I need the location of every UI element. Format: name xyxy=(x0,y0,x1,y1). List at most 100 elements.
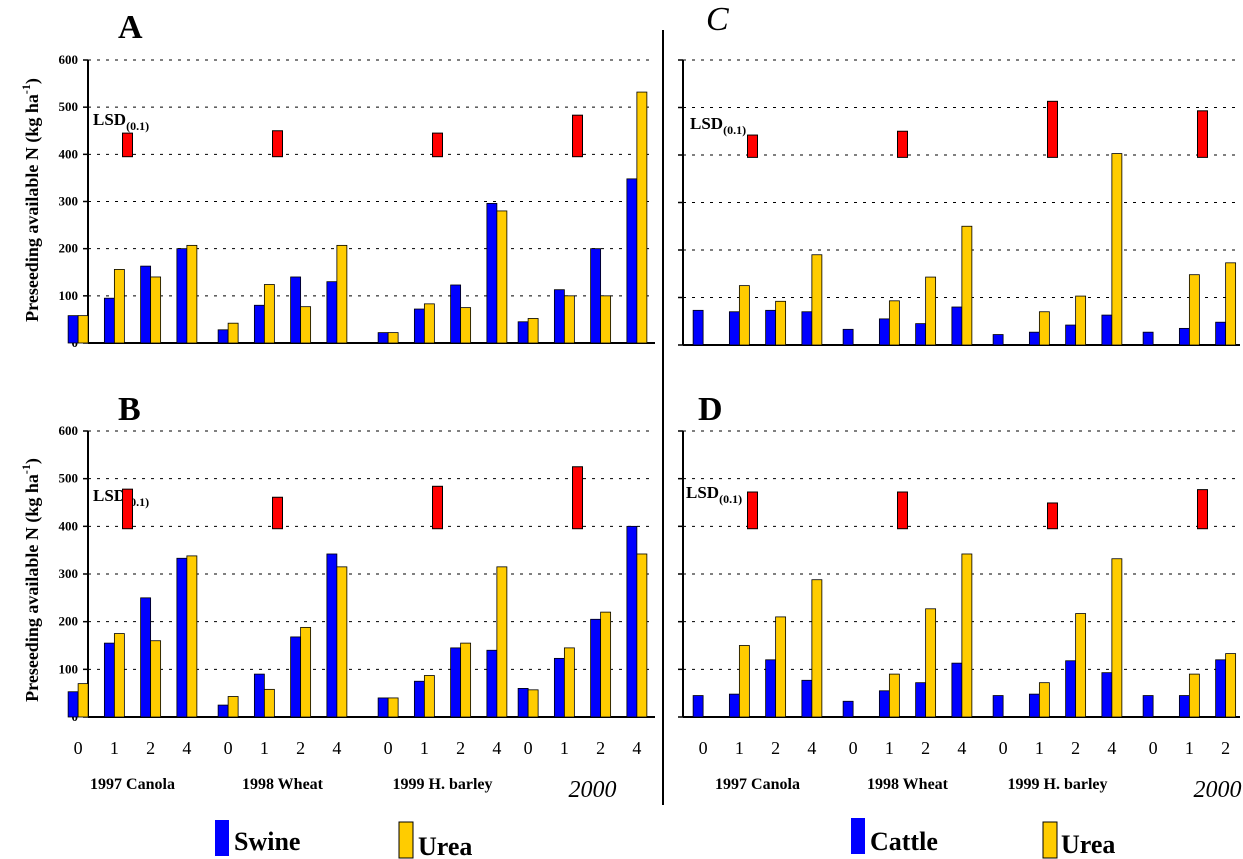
bar-manure xyxy=(377,332,389,344)
x-tick-label: 4 xyxy=(807,738,816,758)
group-label: 2000 xyxy=(569,777,617,803)
bar-manure xyxy=(915,323,927,346)
bar-urea xyxy=(496,210,508,344)
bar-urea xyxy=(300,306,312,344)
bar-urea xyxy=(77,315,89,344)
bar-urea xyxy=(1038,311,1050,346)
x-tick-label: 1 xyxy=(1185,738,1194,758)
lsd-bar xyxy=(747,491,758,530)
bar-urea xyxy=(336,566,348,718)
bar-manure xyxy=(992,695,1004,718)
bar-manure xyxy=(692,695,704,718)
bar-manure xyxy=(217,329,229,344)
panel-letter-d: D xyxy=(698,391,723,428)
bar-urea xyxy=(600,611,612,718)
group-label: 1998 Wheat xyxy=(867,776,949,793)
bar-manure xyxy=(626,178,638,344)
bar-manure xyxy=(140,597,152,718)
x-tick-label: 2 xyxy=(296,738,305,758)
lsd-bar xyxy=(432,132,443,158)
legend-right: Cattle Urea xyxy=(851,818,1115,859)
x-tick-label: 4 xyxy=(332,738,341,758)
bar-manure xyxy=(253,673,265,718)
y-tick-label: 400 xyxy=(59,146,79,161)
bar-urea xyxy=(961,225,973,346)
y-tick-label: 100 xyxy=(59,661,79,676)
lsd-bar xyxy=(897,130,908,158)
bar-manure xyxy=(253,304,265,344)
bar-manure xyxy=(176,248,188,344)
y-axis-label-bottom: Preseeding available N (kg ha-1) xyxy=(19,458,43,702)
bar-urea xyxy=(888,300,900,346)
bar-manure xyxy=(326,281,338,344)
bar-urea xyxy=(527,318,539,344)
bar-manure xyxy=(1028,331,1040,346)
lsd-bar xyxy=(272,496,283,530)
x-tick-label: 0 xyxy=(849,738,858,758)
x-tick-label: 4 xyxy=(492,738,501,758)
bar-urea xyxy=(775,300,787,346)
bar-urea xyxy=(387,697,399,718)
bar-manure xyxy=(326,553,338,718)
bar-manure xyxy=(217,704,229,718)
bar-manure xyxy=(1142,695,1154,718)
bar-urea xyxy=(1111,153,1123,346)
bar-urea xyxy=(1225,653,1237,718)
x-tick-label: 1 xyxy=(885,738,894,758)
bar-urea xyxy=(423,303,435,344)
x-tick-label: 4 xyxy=(632,738,641,758)
legend-label-urea-left: Urea xyxy=(418,832,472,859)
bar-manure xyxy=(1101,314,1113,346)
bar-urea xyxy=(961,553,973,718)
bar-urea xyxy=(925,276,937,346)
lsd-label-d: LSD(0.1) xyxy=(686,483,742,506)
bar-urea xyxy=(738,285,750,346)
bar-urea xyxy=(811,579,823,718)
x-tick-label: 2 xyxy=(771,738,780,758)
y-tick-label: 300 xyxy=(59,566,79,581)
x-tick-label: 0 xyxy=(999,738,1008,758)
bar-manure xyxy=(1178,695,1190,718)
bar-manure xyxy=(951,306,963,346)
y-tick-label: 200 xyxy=(59,241,79,256)
bar-manure xyxy=(692,309,704,346)
x-tick-label: 0 xyxy=(1149,738,1158,758)
bar-manure xyxy=(67,691,79,718)
y-tick-label: 500 xyxy=(59,471,79,486)
bar-urea xyxy=(563,295,575,344)
panel-letter-a: A xyxy=(118,9,143,46)
bar-manure xyxy=(1215,321,1227,346)
lsd-bar xyxy=(1047,100,1058,158)
x-tick-label: 2 xyxy=(146,738,155,758)
bar-urea xyxy=(77,683,89,718)
y-tick-label: 600 xyxy=(59,423,79,438)
panel-c xyxy=(678,59,1240,346)
bar-manure xyxy=(951,662,963,718)
bar-urea xyxy=(387,332,399,344)
lsd-bar xyxy=(747,134,758,158)
bar-manure xyxy=(1101,672,1113,718)
bar-manure xyxy=(992,334,1004,346)
bar-urea xyxy=(636,91,648,344)
bar-manure xyxy=(140,265,152,344)
lsd-bar xyxy=(272,130,283,158)
bar-manure xyxy=(1215,659,1227,718)
bar-manure xyxy=(878,318,890,346)
bar-manure xyxy=(486,202,498,344)
bar-urea xyxy=(227,322,239,344)
bar-manure xyxy=(1142,331,1154,346)
bar-urea xyxy=(150,640,162,718)
bar-urea xyxy=(600,295,612,344)
bar-urea xyxy=(113,633,125,718)
bar-manure xyxy=(1178,327,1190,346)
bar-urea xyxy=(423,675,435,718)
lsd-bar xyxy=(1197,489,1208,530)
x-tick-label: 0 xyxy=(224,738,233,758)
bar-manure xyxy=(728,311,740,346)
x-axis-labels: 0 1 2 4 1997 Canola 0 1 2 4 1998 Wheat 0 1 2 4 1999 H.… xyxy=(74,738,1242,803)
panel-d xyxy=(678,430,1240,718)
bar-urea xyxy=(460,307,472,344)
group-label: 1997 Canola xyxy=(90,776,175,793)
bar-manure xyxy=(915,682,927,718)
